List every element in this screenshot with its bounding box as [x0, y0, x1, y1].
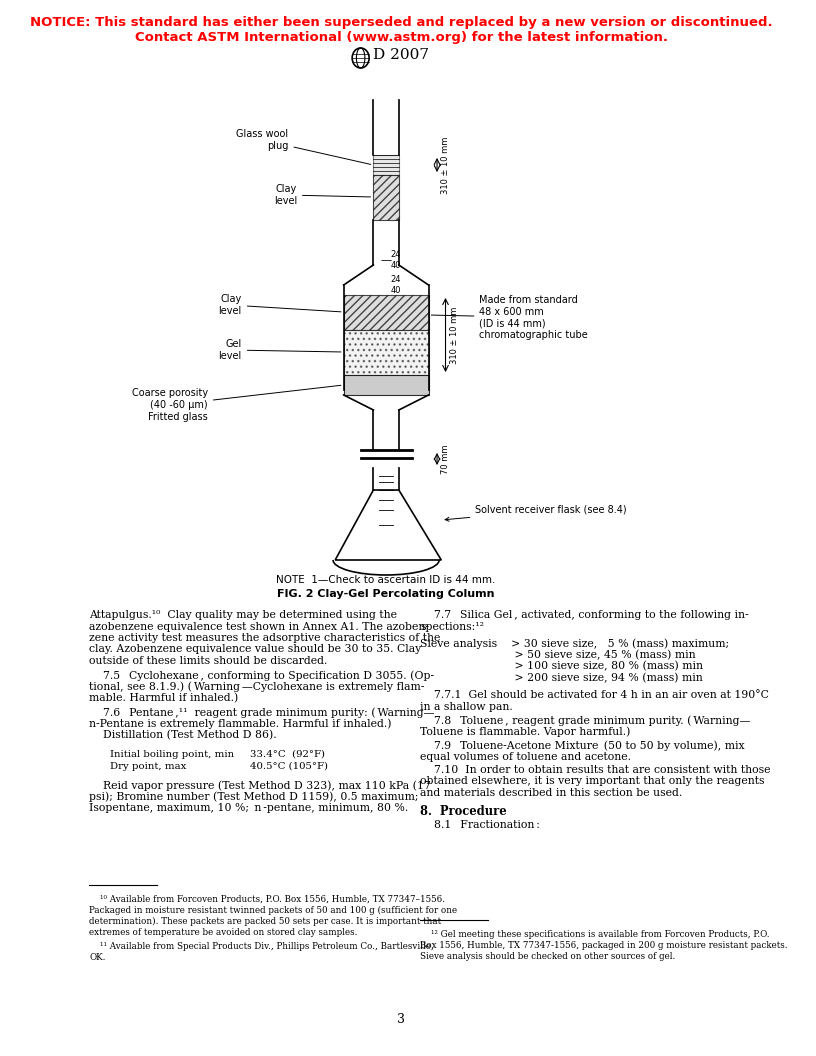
Text: 7.10  In order to obtain results that are consistent with those: 7.10 In order to obtain results that are…	[420, 765, 770, 775]
Text: 310 ± 10 mm: 310 ± 10 mm	[450, 306, 459, 363]
Text: 33.4°C  (92°F): 33.4°C (92°F)	[251, 750, 326, 759]
Text: Solvent receiver flask (see 8.4): Solvent receiver flask (see 8.4)	[445, 505, 627, 522]
Text: > 200 sieve size, 94 % (mass) min: > 200 sieve size, 94 % (mass) min	[420, 673, 703, 683]
Text: and materials described in this section be used.: and materials described in this section …	[420, 788, 682, 798]
Text: Box 1556, Humble, TX 77347-1556, packaged in 200 g moisture resistant packets.: Box 1556, Humble, TX 77347-1556, package…	[420, 941, 787, 950]
Text: azobenzene equivalence test shown in Annex A1. The azoben-: azobenzene equivalence test shown in Ann…	[89, 622, 429, 631]
Text: psi); Bromine number (Test Method D 1159), 0.5 maximum;: psi); Bromine number (Test Method D 1159…	[89, 792, 419, 803]
Text: Gel
level: Gel level	[219, 339, 341, 361]
Text: NOTICE: This standard has either been superseded and replaced by a new version o: NOTICE: This standard has either been su…	[30, 16, 773, 29]
Text: Initial boiling point, min: Initial boiling point, min	[110, 750, 234, 759]
Text: Glass wool
plug: Glass wool plug	[237, 129, 370, 165]
Text: outside of these limits should be discarded.: outside of these limits should be discar…	[89, 656, 327, 666]
Bar	[374, 175, 399, 220]
Text: ¹² Gel meeting these specifications is available from Forcoven Products, P.O.: ¹² Gel meeting these specifications is a…	[420, 930, 769, 939]
Text: —: —	[380, 254, 392, 265]
Text: Sieve analysis should be checked on other sources of gel.: Sieve analysis should be checked on othe…	[420, 953, 676, 961]
Text: Distillation (Test Method D 86).: Distillation (Test Method D 86).	[89, 730, 277, 740]
Text: extremes of temperature be avoided on stored clay samples.: extremes of temperature be avoided on st…	[89, 928, 357, 937]
Text: spections:¹²: spections:¹²	[420, 622, 484, 631]
Bar	[344, 375, 428, 395]
Text: 8.  Procedure: 8. Procedure	[420, 805, 507, 818]
Text: ¹⁰ Available from Forcoven Products, P.O. Box 1556, Humble, TX 77347–1556.: ¹⁰ Available from Forcoven Products, P.O…	[89, 895, 445, 904]
Text: FIG. 2 Clay-Gel Percolating Column: FIG. 2 Clay-Gel Percolating Column	[277, 589, 494, 599]
Text: 24
40: 24 40	[390, 250, 401, 269]
Text: tional, see 8.1.9.) ( Warning —Cyclohexane is extremely flam-: tional, see 8.1.9.) ( Warning —Cyclohexa…	[89, 681, 424, 692]
Bar	[374, 155, 399, 175]
Text: 24
40: 24 40	[390, 276, 401, 295]
Text: > 50 sieve size, 45 % (mass) min: > 50 sieve size, 45 % (mass) min	[420, 649, 696, 660]
Text: 7.9   Toluene-Acetone Mixture  (50 to 50 by volume), mix: 7.9 Toluene-Acetone Mixture (50 to 50 by…	[420, 740, 745, 751]
Text: Coarse porosity
(40 -60 μm)
Fritted glass: Coarse porosity (40 -60 μm) Fritted glas…	[131, 385, 341, 421]
Text: clay. Azobenzene equivalence value should be 30 to 35. Clay: clay. Azobenzene equivalence value shoul…	[89, 644, 421, 655]
Text: > 100 sieve size, 80 % (mass) min: > 100 sieve size, 80 % (mass) min	[420, 661, 703, 672]
Text: ¹¹ Available from Special Products Div., Phillips Petroleum Co., Bartlesville,: ¹¹ Available from Special Products Div.,…	[89, 942, 434, 951]
Text: 8.1   Fractionation :: 8.1 Fractionation :	[420, 821, 540, 830]
Text: NOTE  1—Check to ascertain ID is 44 mm.: NOTE 1—Check to ascertain ID is 44 mm.	[277, 576, 496, 585]
Text: Sieve analysis    > 30 sieve size,   5 % (mass) maximum;: Sieve analysis > 30 sieve size, 5 % (mas…	[420, 638, 730, 648]
Text: 70 mm: 70 mm	[441, 445, 450, 474]
Text: determination). These packets are packed 50 sets per case. It is important that: determination). These packets are packed…	[89, 917, 441, 926]
Text: Attapulgus.¹⁰  Clay quality may be determined using the: Attapulgus.¹⁰ Clay quality may be determ…	[89, 610, 397, 620]
Text: n-Pentane is extremely flammable. Harmful if inhaled.): n-Pentane is extremely flammable. Harmfu…	[89, 718, 392, 729]
Text: equal volumes of toluene and acetone.: equal volumes of toluene and acetone.	[420, 752, 631, 761]
Text: obtained elsewhere, it is very important that only the reagents: obtained elsewhere, it is very important…	[420, 776, 765, 787]
Bar	[344, 329, 428, 375]
Text: Dry point, max: Dry point, max	[110, 762, 187, 771]
Text: 310 ± 10 mm: 310 ± 10 mm	[441, 136, 450, 193]
Text: 7.7.1  Gel should be activated for 4 h in an air oven at 190°C: 7.7.1 Gel should be activated for 4 h in…	[420, 690, 769, 700]
Text: 40.5°C (105°F): 40.5°C (105°F)	[251, 762, 328, 771]
Text: Contact ASTM International (www.astm.org) for the latest information.: Contact ASTM International (www.astm.org…	[135, 31, 667, 44]
Text: Made from standard
48 x 600 mm
(ID is 44 mm)
chromatographic tube: Made from standard 48 x 600 mm (ID is 44…	[432, 295, 588, 340]
Text: in a shallow pan.: in a shallow pan.	[420, 701, 512, 712]
Text: 7.5   Cyclohexane , conforming to Specification D 3055. (Op-: 7.5 Cyclohexane , conforming to Specific…	[89, 670, 434, 680]
Bar	[344, 295, 428, 329]
Text: Clay
level: Clay level	[219, 295, 341, 316]
Text: D 2007: D 2007	[373, 48, 428, 62]
Text: OK.: OK.	[89, 953, 105, 962]
Text: 7.6   Pentane ,¹¹  reagent grade minimum purity: ( Warning—: 7.6 Pentane ,¹¹ reagent grade minimum pu…	[89, 708, 435, 718]
Text: 7.8   Toluene , reagent grade minimum purity. ( Warning—: 7.8 Toluene , reagent grade minimum puri…	[420, 715, 751, 725]
Text: Toluene is flammable. Vapor harmful.): Toluene is flammable. Vapor harmful.)	[420, 727, 631, 737]
Text: Reid vapor pressure (Test Method D 323), max 110 kPa (17: Reid vapor pressure (Test Method D 323),…	[89, 780, 431, 791]
Text: zene activity test measures the adsorptive characteristics of the: zene activity test measures the adsorpti…	[89, 633, 441, 643]
Text: mable. Harmful if inhaled.): mable. Harmful if inhaled.)	[89, 693, 238, 703]
Text: 3: 3	[397, 1013, 406, 1026]
Text: Packaged in moisture resistant twinned packets of 50 and 100 g (sufficient for o: Packaged in moisture resistant twinned p…	[89, 906, 457, 916]
Text: 7.7   Silica Gel , activated, conforming to the following in-: 7.7 Silica Gel , activated, conforming t…	[420, 610, 748, 620]
Text: Clay
level: Clay level	[273, 184, 370, 206]
Text: Isopentane, maximum, 10 %;  n -pentane, minimum, 80 %.: Isopentane, maximum, 10 %; n -pentane, m…	[89, 803, 408, 813]
